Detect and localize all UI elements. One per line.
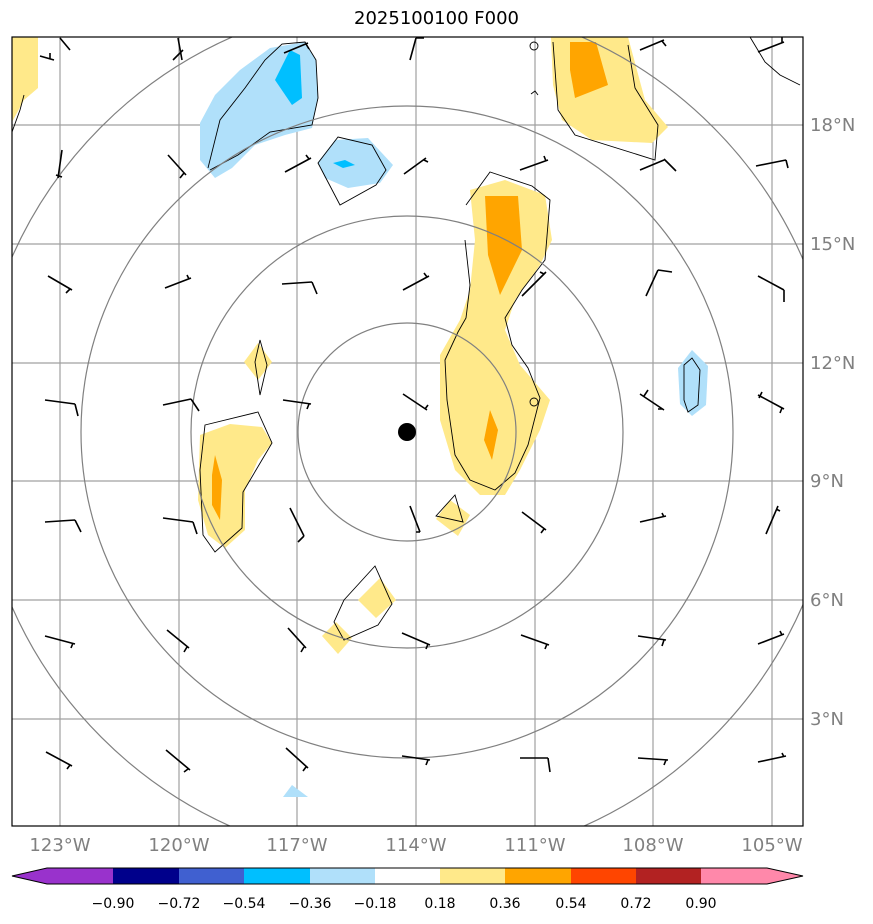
lon-label-117w: 117°W xyxy=(266,835,327,856)
colorbar-bin xyxy=(375,868,440,884)
map-content xyxy=(12,37,803,826)
map-frame xyxy=(11,36,804,827)
colorbar-tick: 0.90 xyxy=(685,896,716,912)
colorbar-tick: 0.72 xyxy=(620,896,651,912)
lon-label-108w: 108°W xyxy=(622,835,683,856)
positive-anomaly-fill xyxy=(12,37,668,654)
colorbar-bin xyxy=(244,868,310,884)
lon-label-123w: 123°W xyxy=(29,835,90,856)
latitude-labels: 18°N 15°N 12°N 9°N 6°N 3°N xyxy=(810,115,855,730)
lat-label-12n: 12°N xyxy=(810,353,855,374)
anomaly-contours xyxy=(12,37,801,641)
colorbar-extend-high xyxy=(767,868,803,884)
colorbar-tick: 0.54 xyxy=(555,896,586,912)
lat-label-3n: 3°N xyxy=(810,709,844,730)
colorbar-tick: −0.54 xyxy=(223,896,266,912)
colorbar-tick: −0.90 xyxy=(92,896,135,912)
colorbar-bin xyxy=(571,868,636,884)
colorbar-outline xyxy=(11,867,804,885)
lat-label-18n: 18°N xyxy=(810,115,855,136)
lat-label-6n: 6°N xyxy=(810,590,844,611)
colorbar: −0.90 −0.72 −0.54 −0.36 −0.18 0.18 0.36 … xyxy=(11,867,804,912)
colorbar-bin xyxy=(701,868,767,884)
colorbar-bin xyxy=(113,868,179,884)
lat-label-15n: 15°N xyxy=(810,234,855,255)
colorbar-bin xyxy=(636,868,701,884)
colorbar-tick: 0.18 xyxy=(424,896,455,912)
wind-barbs xyxy=(39,37,789,773)
colorbar-tick: −0.18 xyxy=(354,896,397,912)
colorbar-tick: −0.72 xyxy=(158,896,201,912)
lon-label-120w: 120°W xyxy=(148,835,209,856)
plot-title: 2025100100 F000 xyxy=(354,8,519,29)
lat-label-9n: 9°N xyxy=(810,471,844,492)
colorbar-bin xyxy=(179,868,244,884)
colorbar-bin xyxy=(440,868,505,884)
colorbar-bin xyxy=(505,868,571,884)
graticule xyxy=(12,37,803,826)
negative-anomaly-fill xyxy=(200,42,708,797)
colorbar-bin xyxy=(47,868,113,884)
longitude-labels: 123°W 120°W 117°W 114°W 111°W 108°W 105°… xyxy=(29,835,802,856)
colorbar-tick: −0.36 xyxy=(289,896,332,912)
storm-center-dot xyxy=(398,423,416,441)
colorbar-extend-low xyxy=(12,868,47,884)
lon-label-111w: 111°W xyxy=(504,835,565,856)
lon-label-114w: 114°W xyxy=(385,835,446,856)
colorbar-bin xyxy=(310,868,375,884)
lon-label-105w: 105°W xyxy=(741,835,802,856)
range-rings xyxy=(12,37,803,826)
colorbar-ticks: −0.90 −0.72 −0.54 −0.36 −0.18 0.18 0.36 … xyxy=(92,896,717,912)
colorbar-tick: 0.36 xyxy=(489,896,520,912)
